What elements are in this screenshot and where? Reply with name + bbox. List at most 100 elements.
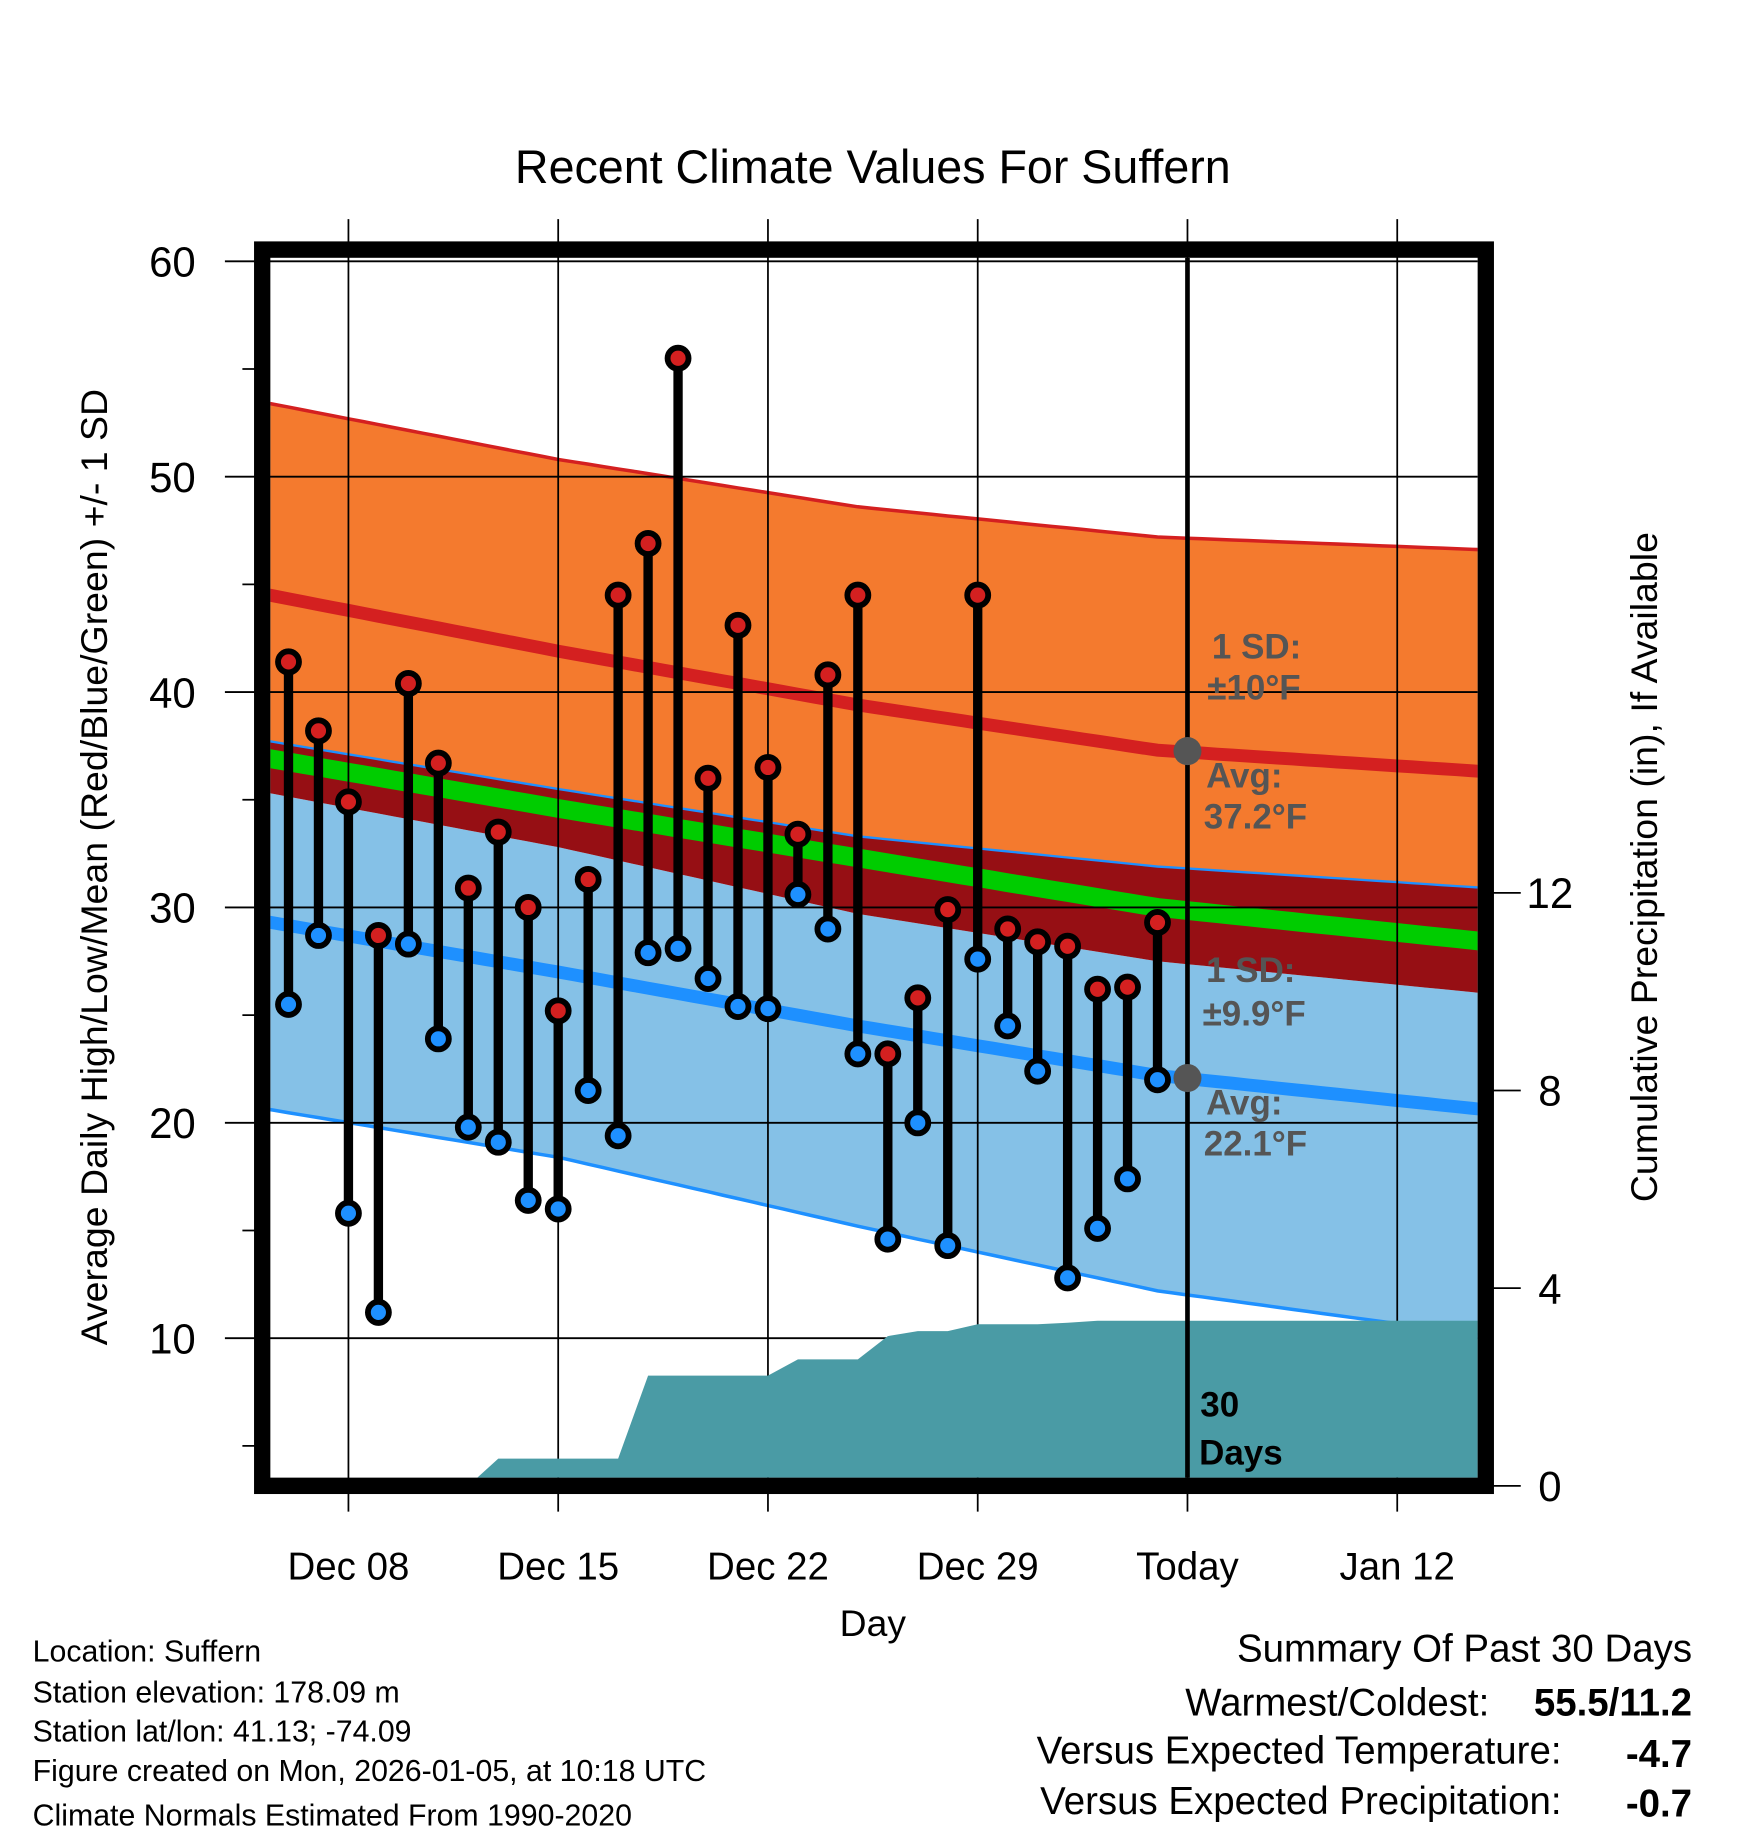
high-point bbox=[784, 820, 812, 848]
x-tick-label: Dec 22 bbox=[707, 1545, 829, 1588]
high-point bbox=[604, 581, 632, 609]
low-point bbox=[634, 939, 662, 967]
y-right-tick-label: 8 bbox=[1538, 1068, 1561, 1115]
low-point bbox=[874, 1225, 902, 1253]
high-point bbox=[1144, 909, 1171, 936]
low-point bbox=[305, 921, 332, 949]
precip-departure-label: Versus Expected Precipitation: bbox=[1040, 1780, 1561, 1823]
high-sd-band bbox=[270, 403, 1478, 888]
low-point bbox=[694, 965, 722, 992]
warmest-coldest-value: 55.5/11.2 bbox=[1534, 1681, 1692, 1724]
high-point bbox=[724, 611, 752, 639]
high-avg-value: 37.2°F bbox=[1204, 797, 1307, 836]
low-point bbox=[394, 930, 422, 958]
y-right-tick-label: 4 bbox=[1538, 1265, 1561, 1312]
low-point bbox=[335, 1199, 362, 1227]
high-point bbox=[874, 1040, 902, 1068]
low-avg-value: 22.1°F bbox=[1204, 1124, 1307, 1163]
elevation-text: Station elevation: 178.09 m bbox=[33, 1676, 400, 1710]
chart-title: Recent Climate Values For Suffern bbox=[515, 141, 1231, 193]
low-point bbox=[544, 1195, 572, 1223]
low-point bbox=[604, 1122, 632, 1150]
high-avg-line bbox=[270, 588, 1478, 778]
normals-text: Climate Normals Estimated From 1990-2020 bbox=[33, 1799, 632, 1828]
high-point bbox=[994, 915, 1022, 943]
temp-departure-value: -4.7 bbox=[1626, 1733, 1692, 1776]
y-right-tick-label: 12 bbox=[1527, 870, 1574, 917]
high-plus-sd-line bbox=[270, 401, 1478, 552]
y-tick-label: 60 bbox=[149, 238, 196, 285]
low-point bbox=[454, 1113, 482, 1141]
low-point bbox=[364, 1298, 392, 1326]
x-tick-label: Dec 29 bbox=[917, 1545, 1039, 1588]
low-point bbox=[1144, 1066, 1171, 1094]
high-point bbox=[1084, 975, 1111, 1003]
high-point bbox=[934, 896, 962, 924]
y-tick-label: 40 bbox=[149, 669, 196, 716]
low-point bbox=[514, 1186, 542, 1214]
high-point bbox=[574, 865, 602, 893]
low-point bbox=[664, 934, 692, 962]
annotations: 1 SD: ±10°F Avg: 37.2°F 1 SD: ±9.9°F Avg… bbox=[1173, 627, 1307, 1473]
y-tick-label: 10 bbox=[149, 1315, 196, 1362]
plot-frame bbox=[254, 241, 1494, 1495]
high-sd-value: ±10°F bbox=[1207, 668, 1300, 707]
location-text: Location: Suffern bbox=[33, 1635, 261, 1669]
created-text: Figure created on Mon, 2026-01-05, at 10… bbox=[33, 1754, 707, 1788]
x-tick-label: Dec 08 bbox=[288, 1545, 410, 1588]
high-point bbox=[1054, 932, 1082, 960]
x-tick-label: Dec 15 bbox=[497, 1545, 619, 1588]
low-sd-band bbox=[270, 793, 1478, 1335]
y-tick-label: 30 bbox=[149, 885, 196, 932]
low-point bbox=[844, 1040, 872, 1068]
high-point bbox=[454, 874, 482, 902]
high-point bbox=[275, 648, 302, 676]
x-tick-label: Jan 12 bbox=[1340, 1545, 1455, 1588]
low-point bbox=[1024, 1057, 1052, 1085]
summary-panel: Summary Of Past 30 Days Warmest/Coldest:… bbox=[1037, 1628, 1692, 1826]
low-sd-value: ±9.9°F bbox=[1203, 994, 1306, 1033]
warmest-coldest-label: Warmest/Coldest: bbox=[1185, 1681, 1489, 1724]
y-right-axis-label: Cumulative Precipitation (in), If Availa… bbox=[1623, 532, 1665, 1202]
low-sd-label: 1 SD: bbox=[1206, 951, 1295, 990]
high-point bbox=[364, 921, 392, 949]
high-minus-sd-line bbox=[270, 740, 1478, 889]
low-avg-label: Avg: bbox=[1206, 1083, 1282, 1122]
y-tick-label: 20 bbox=[149, 1100, 196, 1147]
low-point bbox=[994, 1012, 1022, 1040]
y-tick-label: 50 bbox=[149, 454, 196, 501]
high-point bbox=[694, 764, 722, 792]
high-point bbox=[814, 661, 842, 689]
low-point bbox=[1084, 1214, 1111, 1242]
precipitation-area bbox=[477, 257, 1478, 1478]
temp-departure-label: Versus Expected Temperature: bbox=[1037, 1729, 1562, 1772]
low-point bbox=[934, 1232, 962, 1260]
precip-fill bbox=[477, 1320, 1478, 1478]
high-point bbox=[335, 788, 362, 816]
x-tick-label: Today bbox=[1136, 1545, 1239, 1588]
high-point bbox=[484, 818, 512, 846]
high-point bbox=[424, 749, 452, 777]
precip-departure-value: -0.7 bbox=[1626, 1782, 1692, 1825]
high-point bbox=[514, 893, 542, 921]
low-avg-today-marker bbox=[1173, 1063, 1202, 1093]
high-point bbox=[904, 984, 932, 1012]
normal-bands bbox=[270, 401, 1478, 1337]
low-point bbox=[275, 990, 302, 1018]
high-point bbox=[305, 717, 332, 745]
days-count-label: 30 bbox=[1200, 1386, 1239, 1425]
high-sd-label: 1 SD: bbox=[1212, 627, 1301, 666]
low-point bbox=[904, 1109, 932, 1137]
low-point bbox=[1054, 1264, 1082, 1292]
high-point bbox=[394, 669, 422, 697]
low-point bbox=[484, 1128, 512, 1156]
y-right-tick-label: 0 bbox=[1538, 1463, 1561, 1510]
y-axis-label: Average Daily High/Low/Mean (Red/Blue/Gr… bbox=[73, 389, 115, 1346]
high-point bbox=[964, 581, 992, 609]
low-point bbox=[814, 915, 842, 943]
high-point bbox=[1114, 973, 1141, 1001]
mean-line bbox=[270, 749, 1478, 951]
low-point bbox=[424, 1025, 452, 1053]
high-point bbox=[844, 581, 872, 609]
low-point bbox=[1114, 1165, 1141, 1193]
